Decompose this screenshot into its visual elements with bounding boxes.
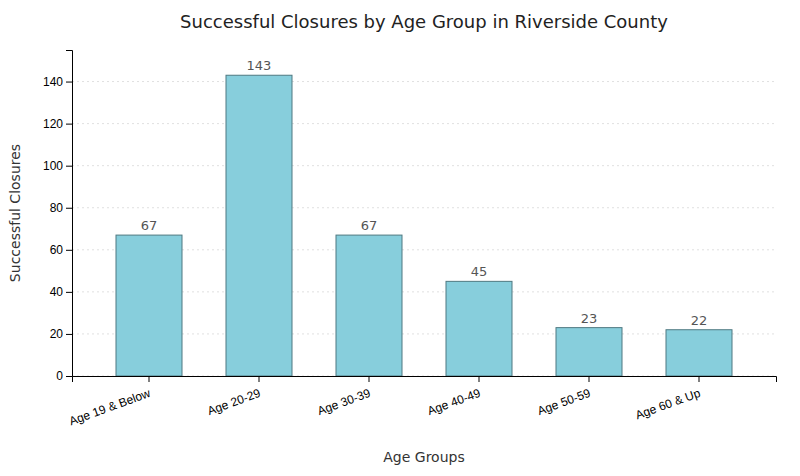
bar [666,330,732,376]
y-tick-label: 40 [50,285,64,299]
x-tick-mark [589,376,590,382]
x-tick-mark [369,376,370,382]
y-tick-label: 140 [43,75,63,89]
y-tick: 120 [43,117,72,131]
y-tick-label: 80 [50,201,64,215]
bar [226,75,292,376]
bar [446,281,512,376]
x-tick-mark [479,376,480,382]
x-tick-label: Age 30-39 [315,386,372,418]
grid-line [72,123,776,124]
grid-line [72,81,776,82]
y-tick-mark [66,82,72,83]
x-tick: Age 20-29 [205,376,262,418]
data-label: 23 [581,311,598,326]
y-tick-mark [66,208,72,209]
x-tick-label: Age 40-49 [425,386,482,418]
y-tick-label: 60 [50,243,64,257]
y-axis-title: Successful Closures [7,144,23,282]
y-tick-mark [66,250,72,251]
grid [72,82,776,376]
y-tick: 40 [50,285,72,299]
x-tick-mark [699,376,700,382]
x-tick-label: Age 60 & Up [634,386,703,423]
y-tick-label: 0 [56,369,63,383]
y-tick-mark [66,166,72,167]
x-axis-title: Age Groups [383,449,464,465]
y-tick-label: 20 [50,327,64,341]
y-tick-mark [66,124,72,125]
x-tick: Age 19 & Below [67,376,152,428]
data-label: 45 [471,264,488,279]
y-tick: 60 [50,243,72,257]
x-tick: Age 50-59 [535,376,592,418]
data-label: 143 [247,58,272,73]
plot: 67 143 67 45 23 22 0 20 40 60 80 100 120 140 Age 19 & … [43,51,777,429]
data-labels: 67 143 67 45 23 22 [141,58,708,327]
y-axis-line [66,51,73,377]
x-tick-label: Age 19 & Below [67,386,152,428]
y-tick-mark [66,292,72,293]
y-tick: 20 [50,327,72,341]
chart: 67 143 67 45 23 22 0 20 40 60 80 100 120 140 Age 19 & … [0,0,800,476]
y-axis: 0 20 40 60 80 100 120 140 [43,51,73,384]
y-tick: 140 [43,75,72,89]
x-tick-label: Age 20-29 [205,386,262,418]
data-label: 22 [691,313,708,328]
x-tick-mark [259,376,260,382]
data-label: 67 [141,218,158,233]
chart-container: 67 143 67 45 23 22 0 20 40 60 80 100 120 140 Age 19 & … [0,0,800,476]
y-tick-label: 120 [43,117,63,131]
y-tick-mark [66,376,72,377]
y-tick: 0 [56,369,72,383]
grid-line [72,165,776,166]
y-tick: 80 [50,201,72,215]
title: Successful Closures by Age Group in Rive… [180,11,668,32]
bar [556,328,622,376]
x-tick: Age 30-39 [315,376,372,418]
grid-line [72,207,776,208]
data-label: 67 [361,218,378,233]
x-tick-label: Age 50-59 [535,386,592,418]
y-tick-mark [66,334,72,335]
bars [116,75,732,376]
x-tick-mark [149,376,150,382]
bar [336,235,402,376]
y-tick-label: 100 [43,159,63,173]
x-axis: Age 19 & Below Age 20-29 Age 30-39 Age 40-4… [67,376,776,428]
x-tick: Age 40-49 [425,376,482,418]
x-axis-line [73,377,777,383]
y-tick: 100 [43,159,72,173]
x-tick: Age 60 & Up [634,376,703,422]
bar [116,235,182,376]
